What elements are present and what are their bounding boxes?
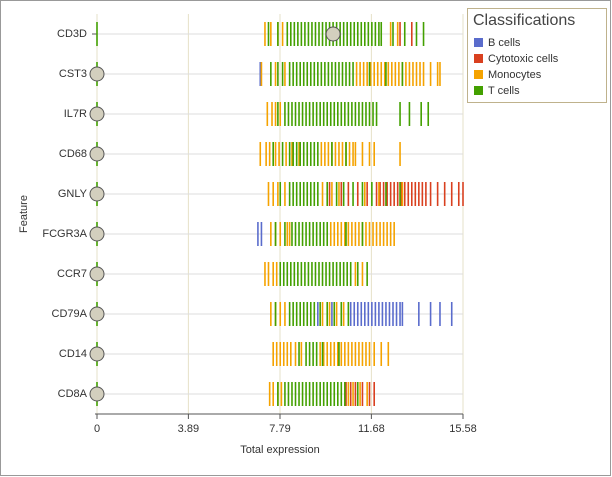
legend-swatch: [474, 38, 483, 47]
y-tick-label: CD8A: [58, 388, 88, 400]
legend-swatch: [474, 86, 483, 95]
handle[interactable]: [89, 106, 105, 122]
y-tick-label: CST3: [59, 68, 87, 80]
y-tick-label: FCGR3A: [42, 228, 87, 240]
handle[interactable]: [89, 226, 105, 242]
handle[interactable]: [89, 386, 105, 402]
handle[interactable]: [89, 346, 105, 362]
x-tick-label: 11.68: [358, 423, 385, 435]
handle[interactable]: [89, 186, 105, 202]
handle[interactable]: [89, 146, 105, 162]
handle[interactable]: [89, 266, 105, 282]
legend-title: Classifications: [473, 12, 575, 29]
legend-label: T cells: [488, 85, 520, 97]
handle[interactable]: [89, 66, 105, 82]
x-tick-label: 15.58: [449, 423, 477, 435]
legend-swatch: [474, 54, 483, 63]
legend-label: Cytotoxic cells: [488, 53, 559, 65]
y-tick-label: CCR7: [57, 268, 87, 280]
legend-label: B cells: [488, 37, 521, 49]
x-tick-label: 3.89: [178, 423, 199, 435]
legend-box: [467, 8, 607, 103]
y-tick-label: CD14: [59, 348, 87, 360]
legend-swatch: [474, 70, 483, 79]
x-tick-label: 7.79: [269, 423, 290, 435]
x-axis-title: Total expression: [240, 444, 320, 456]
y-tick-label: CD68: [59, 148, 87, 160]
y-tick-label: CD79A: [52, 308, 88, 320]
x-tick-label: 0: [94, 423, 100, 435]
handle[interactable]: [325, 26, 341, 42]
y-tick-label: IL7R: [64, 108, 87, 120]
y-tick-label: CD3D: [57, 28, 87, 40]
y-tick-label: GNLY: [58, 188, 88, 200]
legend-label: Monocytes: [488, 69, 542, 81]
y-axis-title: Feature: [18, 195, 30, 233]
handle[interactable]: [89, 306, 105, 322]
